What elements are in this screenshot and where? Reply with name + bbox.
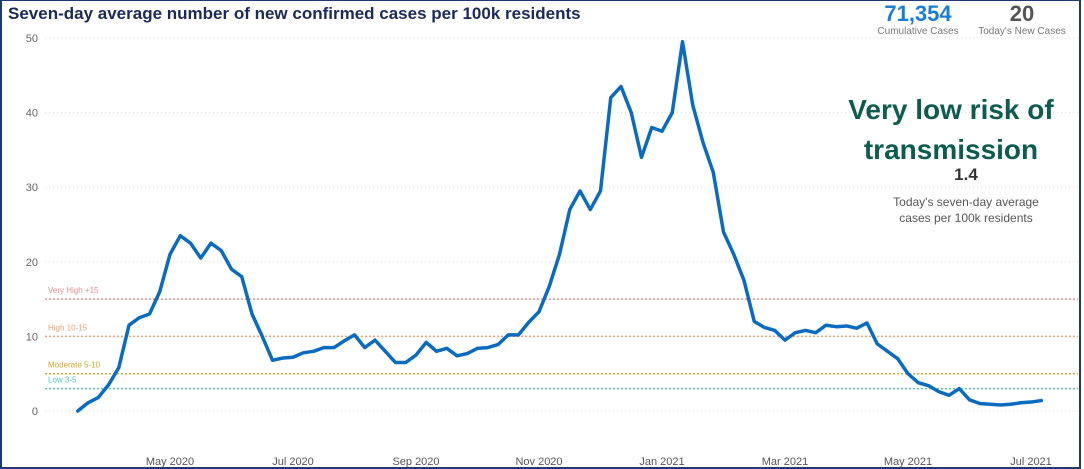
x-tick-label: Sep 2020	[392, 456, 439, 468]
x-tick-label: May 2020	[146, 456, 194, 468]
risk-description: Today's seven-day average cases per 100k…	[893, 195, 1039, 225]
kpi-label: Cumulative Cases	[877, 26, 959, 37]
y-tick-label: 10	[26, 331, 38, 343]
x-tick-label: Jul 2021	[1010, 456, 1052, 468]
x-tick-label: Nov 2020	[515, 456, 562, 468]
x-tick-label: Mar 2021	[762, 456, 808, 468]
chart-title: Seven-day average number of new confirme…	[8, 4, 581, 23]
risk-value: 1.4	[954, 165, 978, 184]
y-tick-label: 20	[26, 257, 38, 269]
kpi-value: 20	[1009, 1, 1035, 26]
y-tick-label: 0	[32, 406, 38, 418]
x-tick-label: May 2021	[884, 456, 932, 468]
risk-headline: Very low risk of transmission	[848, 94, 1054, 165]
threshold-label: Moderate 5-10	[48, 361, 101, 370]
x-tick-label: Jul 2020	[272, 456, 314, 468]
y-tick-label: 50	[26, 33, 38, 45]
x-tick-label: Jan 2021	[639, 456, 684, 468]
kpi-cumulative: 71,354 Cumulative Cases	[868, 2, 968, 38]
kpi-value: 71,354	[884, 1, 952, 26]
series-line	[76, 39, 1043, 413]
threshold-label: High 10-15	[48, 323, 88, 332]
kpi-new: 20 Today's New Cases	[972, 2, 1072, 38]
kpi-label: Today's New Cases	[978, 26, 1066, 37]
threshold-label: Very High +15	[48, 286, 99, 295]
y-tick-label: 30	[26, 182, 38, 194]
threshold-label: Low 3-5	[48, 376, 77, 385]
y-tick-label: 40	[26, 108, 38, 120]
